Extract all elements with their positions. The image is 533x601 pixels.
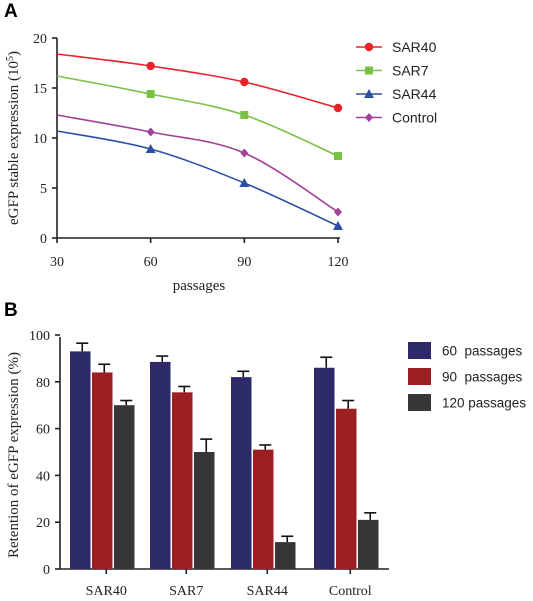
- bar-control-120-passages: [358, 519, 379, 569]
- data-point-sar40: [333, 103, 343, 113]
- category-label-sar44: SAR44: [247, 584, 288, 599]
- y-tick-label-a: 10: [33, 132, 47, 147]
- data-point-sar44: [145, 144, 156, 153]
- data-point-sar40: [146, 61, 155, 71]
- data-point-control: [334, 207, 342, 217]
- x-axis-title-a: passages: [173, 278, 226, 294]
- bar-control-60-passages: [314, 367, 335, 569]
- y-axis-title-b: Retention of eGFP expression (%): [6, 352, 22, 558]
- bar-sar44-90-passages: [253, 449, 274, 569]
- series-line-sar7: [56, 75, 339, 157]
- legend-marker-sar7: [365, 66, 373, 75]
- legend-label-60-passages: 60 passages: [442, 344, 523, 359]
- y-tick-label-a: 5: [40, 182, 47, 197]
- bar-sar7-90-passages: [172, 392, 193, 569]
- legend-marker-sar44: [364, 89, 374, 98]
- series-line-sar44: [56, 130, 339, 227]
- bar-sar40-90-passages: [92, 372, 113, 569]
- bar-sar7-120-passages: [194, 452, 215, 569]
- data-point-sar40: [240, 77, 249, 87]
- y-tick-label-a: 15: [33, 82, 47, 97]
- y-tick-label-a: 20: [33, 32, 47, 47]
- y-tick-label-b: 0: [43, 563, 50, 578]
- x-tick-label-a: 60: [144, 255, 158, 270]
- y-tick-label-b: 20: [36, 516, 50, 531]
- y-tick-label-a: 0: [40, 232, 47, 247]
- x-tick-label-a: 120: [328, 255, 349, 270]
- data-point-sar7: [146, 90, 155, 98]
- bar-sar44-120-passages: [275, 542, 296, 569]
- data-point-control: [240, 148, 249, 158]
- data-point-sar44: [239, 178, 250, 187]
- legend-label-sar7: SAR7: [392, 63, 429, 79]
- legend-marker-sar40: [364, 42, 374, 52]
- x-tick-label-a: 90: [237, 255, 251, 270]
- line-chart-panel-a: eGFP stable expression (105) passages 0 5…: [5, 32, 437, 294]
- legend-label-90-passages: 90 passages: [442, 370, 523, 385]
- category-label-sar40: SAR40: [86, 584, 127, 599]
- legend-label-sar40: SAR40: [392, 39, 437, 55]
- series-line-control: [56, 114, 339, 213]
- bar-chart-panel-b: Retention of eGFP expression (%) 0 20 40 60…: [6, 329, 526, 599]
- y-tick-label-b: 60: [36, 423, 50, 438]
- bar-control-90-passages: [336, 408, 357, 569]
- data-point-sar7: [334, 152, 342, 160]
- category-label-sar7: SAR7: [169, 584, 203, 599]
- legend-swatch-120-passages: [408, 394, 431, 411]
- bar-sar44-60-passages: [231, 377, 252, 569]
- y-axis-title-a: eGFP stable expression (105): [5, 51, 22, 225]
- y-tick-label-b: 80: [36, 376, 50, 391]
- legend-swatch-60-passages: [408, 342, 431, 359]
- category-label-control: Control: [329, 584, 372, 599]
- legend-label-control: Control: [392, 110, 437, 126]
- data-point-sar44: [333, 221, 343, 230]
- legend-marker-control: [365, 113, 373, 122]
- y-tick-label-b: 100: [29, 329, 50, 344]
- x-tick-label-a: 30: [50, 255, 64, 270]
- legend-label-sar44: SAR44: [392, 86, 437, 102]
- bar-sar40-60-passages: [70, 351, 91, 569]
- data-point-sar7: [240, 111, 249, 119]
- legend-label-120-passages: 120 passages: [442, 396, 526, 411]
- bar-sar40-120-passages: [114, 405, 135, 569]
- y-tick-label-b: 40: [36, 469, 50, 484]
- legend-swatch-90-passages: [408, 368, 431, 385]
- data-point-control: [146, 127, 155, 137]
- bar-sar7-60-passages: [150, 361, 171, 569]
- panel-a-label: A: [4, 1, 18, 22]
- series-line-sar40: [56, 53, 339, 109]
- panel-b-label: B: [4, 300, 18, 321]
